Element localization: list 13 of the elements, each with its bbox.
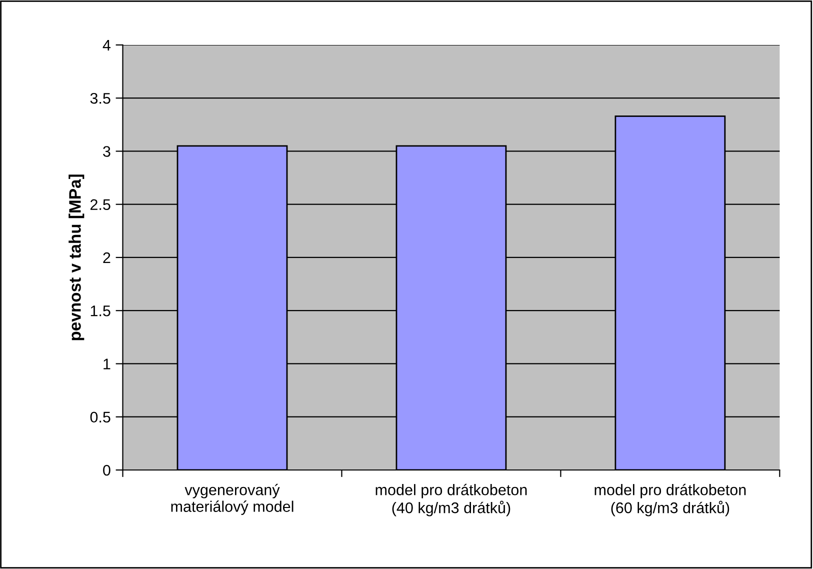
y-tick-label: 0: [103, 464, 110, 476]
y-tick-label: 3: [103, 146, 110, 157]
y-tick-label: 2: [103, 252, 110, 264]
y-axis-title: pevnost v tahu [MPa]: [68, 174, 84, 340]
x-tick-label: model pro drátkobeton (40 kg/m3 drátků): [376, 484, 527, 516]
y-tick-label: 2.5: [90, 199, 110, 210]
y-tick-label: 3.5: [90, 92, 110, 104]
x-tick-label: model pro drátkobeton (60 kg/m3 drátků): [594, 484, 746, 516]
y-tick-label: 4: [102, 40, 111, 50]
y-tick-label: 1.5: [90, 306, 110, 316]
y-tick-label: 0.5: [90, 412, 110, 423]
y-tick-label: 1: [104, 358, 110, 370]
x-tick-label: vygenerovaný materiálový model: [171, 484, 294, 515]
